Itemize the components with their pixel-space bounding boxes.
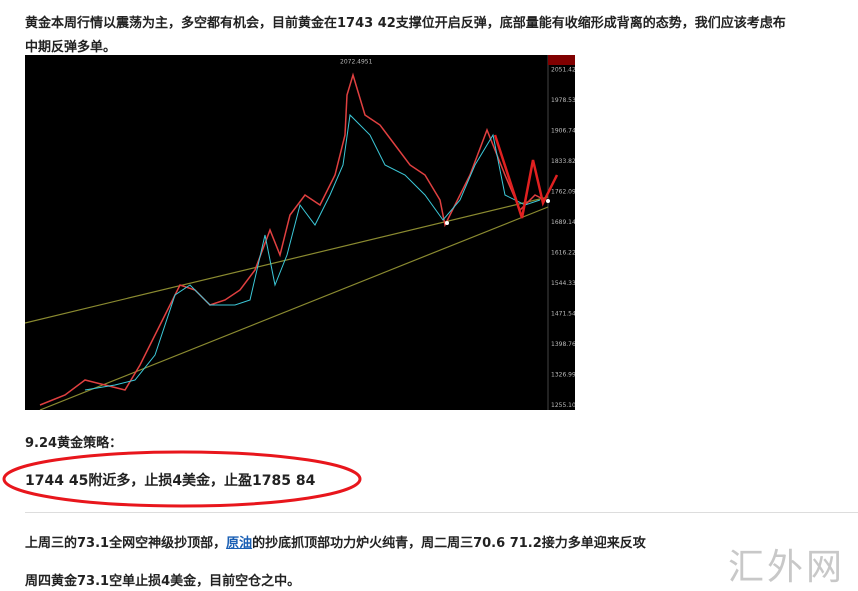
chart-image: 2072.4951 2051.42 1978.53 1906.74 1833.82 17… — [25, 55, 575, 410]
ellipse — [2, 450, 362, 508]
price-label: 1833.82 — [551, 158, 575, 165]
review-text: 的抄底抓顶部功力炉火纯青，周二周三70.6 71.2接力多单迎来反攻 — [252, 536, 646, 551]
price-label: 1906.74 — [551, 128, 575, 135]
intro-line: 黄金本周行情以震荡为主，多空都有机会，目前黄金在1743 42支撑位开启反弹，底… — [25, 16, 786, 31]
chart-background — [25, 55, 575, 410]
highlight-ellipse — [2, 450, 362, 508]
marker — [445, 221, 449, 225]
price-label: 1326.99 — [551, 372, 575, 379]
price-label: 1471.54 — [551, 311, 575, 318]
trend-line — [25, 196, 549, 324]
price-label: 1398.76 — [551, 341, 575, 348]
trend-line — [39, 206, 549, 410]
annotation-arrow — [493, 134, 559, 219]
watermark: 汇外网 — [728, 547, 846, 588]
price-label: 1255.10 — [551, 402, 575, 409]
marker — [546, 199, 550, 203]
price-label: 1762.09 — [551, 189, 575, 196]
price-label: 1978.53 — [551, 97, 575, 104]
peak-label: 2072.4951 — [340, 59, 373, 66]
price-highlight — [548, 55, 575, 65]
price-path — [39, 72, 546, 406]
price-label: 1616.22 — [551, 250, 575, 257]
price-label: 1689.14 — [551, 219, 575, 226]
review-text: 上周三的73.1全网空神级抄顶部， — [25, 536, 227, 551]
price-label: 1544.33 — [551, 280, 575, 287]
intro-line: 中期反弹多单。 — [25, 40, 117, 55]
strategy-title: 9.24黄金策略： — [25, 436, 123, 451]
strategy-text: 1744 45附近多，止损4美金，止盈1785 84 — [25, 473, 316, 489]
status: 周四黄金73.1空单止损4美金，目前空仓之中。 — [25, 574, 301, 589]
divider — [25, 512, 858, 513]
link[interactable]: 原油 — [226, 536, 253, 551]
review: 上周三的73.1全网空神级抄顶部，原油的抄底抓顶部功力炉火纯青，周二周三70.6… — [25, 532, 646, 551]
price-path — [84, 113, 541, 391]
price-label: 2051.42 — [551, 67, 575, 74]
